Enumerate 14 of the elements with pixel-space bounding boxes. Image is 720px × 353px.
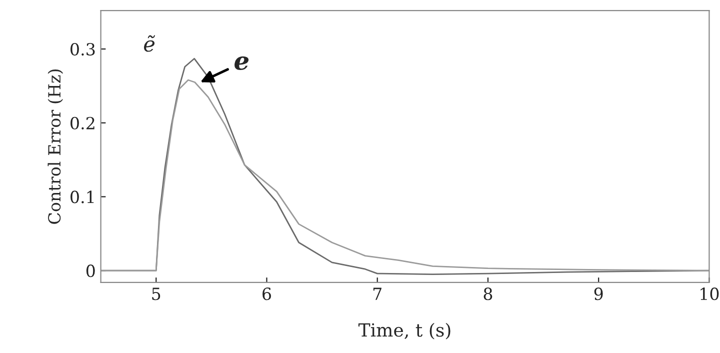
y-axis-title: Control Error (Hz) [48, 70, 64, 224]
x-tick-label: 5 [152, 288, 160, 300]
y-tick-label: 0.1 [70, 190, 94, 204]
y-tick-label: 0.2 [70, 116, 94, 130]
x-tick-label: 8 [484, 288, 492, 300]
y-tick-label: 0 [86, 264, 95, 278]
annotation: e [234, 56, 249, 70]
x-tick-label: 9 [594, 288, 603, 300]
x-tick-label: 7 [373, 288, 382, 300]
x-axis-title: Time, t (s) [358, 322, 450, 340]
annotation: ẽ [144, 35, 156, 52]
x-tick-label: 6 [262, 288, 271, 300]
y-tick-label: 0.3 [70, 42, 95, 56]
x-tick-label: 10 [700, 288, 719, 300]
